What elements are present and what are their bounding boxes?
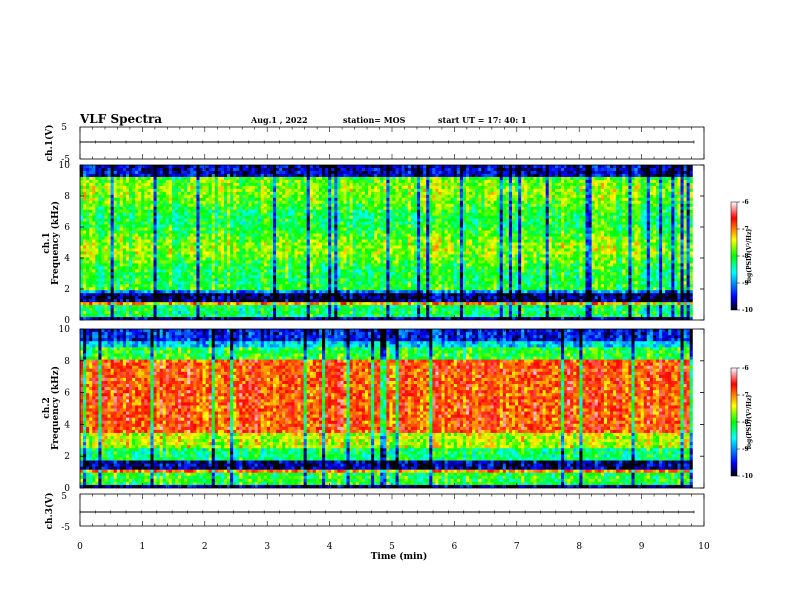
xtick-label: 6 [452, 542, 458, 552]
ch2-spectrogram-ylabel-frequency: Frequency (kHz) [50, 366, 61, 450]
ch1-spectrogram-yticks: 0 2 4 6 8 10 [59, 161, 704, 326]
ch1-spectrogram-panel: 0 2 4 6 8 10 ch.1 Frequency (kHz) -6 -7 -8 -9 -10… [42, 161, 753, 326]
xtick-label: 4 [327, 542, 333, 552]
ytick-label: 6 [64, 389, 70, 399]
xtick-label: 7 [514, 542, 520, 552]
ytick-label: 10 [59, 325, 71, 335]
start-time-label: start UT = 17: 40: 1 [438, 115, 527, 125]
ch1-colorbar-ticks: -6 -7 -8 -9 -10 [737, 199, 753, 314]
ytick-label: 4 [64, 254, 70, 264]
colorbar-tick-label: -6 [742, 365, 749, 372]
colorbar-tick-label: -10 [742, 307, 753, 314]
ytick-label: 2 [64, 452, 70, 462]
ch2-colorbar-scale [730, 367, 738, 477]
ytick-label: 4 [64, 420, 70, 430]
colorbar-tick-label: -8 [742, 253, 749, 260]
ch2-spectrogram-yticks: 0 2 4 6 8 10 [59, 325, 704, 494]
ch1-spectrogram-image [80, 165, 704, 320]
time-axis-label: Time (min) [371, 551, 428, 562]
ch1-spectrogram-ylabel-channel: ch.1 [42, 232, 52, 253]
ch1-ytick-bottom: -5 [61, 155, 70, 165]
colorbar-tick-label: -7 [742, 392, 749, 399]
xtick-label: 0 [77, 542, 83, 552]
figure-title: VLF Spectra [79, 112, 162, 126]
ytick-label: 8 [64, 357, 70, 367]
ytick-label: 2 [64, 285, 70, 295]
xtick-label: 9 [639, 542, 645, 552]
ch2-colorbar-ticks: -6 -7 -8 -9 -10 [737, 365, 753, 480]
colorbar-tick-label: -9 [742, 280, 749, 287]
ch3-voltage-ylabel: ch.3(V) [44, 493, 55, 530]
xtick-label: 2 [202, 542, 208, 552]
colorbar-tick-label: -9 [742, 446, 749, 453]
ch3-ytick-bottom: -5 [61, 523, 70, 533]
xtick-label: 10 [698, 542, 710, 552]
xtick-label: 8 [576, 542, 582, 552]
ytick-label: 6 [64, 223, 70, 233]
ytick-label: 8 [64, 192, 70, 202]
colorbar-tick-label: -6 [742, 199, 749, 206]
ch2-spectrogram-ylabel-channel: ch.2 [42, 397, 52, 418]
ch1-ytick-top: 5 [61, 123, 67, 133]
date-label: Aug.1 , 2022 [250, 115, 308, 125]
ch1-colorbar: -6 -7 -8 -9 -10 log(PSD)(V²/Hz) [730, 199, 753, 314]
ytick-label: 0 [64, 316, 70, 326]
ch2-colorbar: -6 -7 -8 -9 -10 log(PSD)(V²/Hz) [730, 365, 753, 480]
ch3-voltage-panel: 5 -5 ch.3(V) [44, 492, 705, 533]
ch3-ytick-top: 5 [61, 492, 67, 502]
ch2-spectrogram-image [80, 329, 704, 488]
xtick-label: 3 [264, 542, 270, 552]
ch2-colorbar-label: log(PSD)(V²/Hz) [746, 395, 753, 450]
colorbar-tick-label: -7 [742, 226, 749, 233]
ytick-label: 0 [64, 484, 70, 494]
colorbar-tick-label: -10 [742, 473, 753, 480]
xtick-label: 5 [389, 542, 395, 552]
time-axis: 0 1 2 3 4 5 6 7 8 9 10 [77, 127, 710, 552]
ytick-label: 10 [59, 161, 71, 171]
ch2-spectrogram-panel: 0 2 4 6 8 10 ch.2 Frequency (kHz) -6 -7 -8 -9 -10… [42, 325, 753, 494]
ch1-voltage-ylabel: ch.1(V) [44, 125, 55, 162]
colorbar-tick-label: -8 [742, 419, 749, 426]
xtick-label: 1 [140, 542, 146, 552]
ch1-colorbar-label: log(PSD)(V²/Hz) [746, 229, 753, 284]
ch1-spectrogram-ylabel-frequency: Frequency (kHz) [50, 201, 61, 285]
station-label: station= MOS [343, 115, 406, 125]
ch1-voltage-panel: 5 -5 ch.1(V) [44, 123, 705, 165]
ch1-colorbar-scale [730, 201, 738, 311]
